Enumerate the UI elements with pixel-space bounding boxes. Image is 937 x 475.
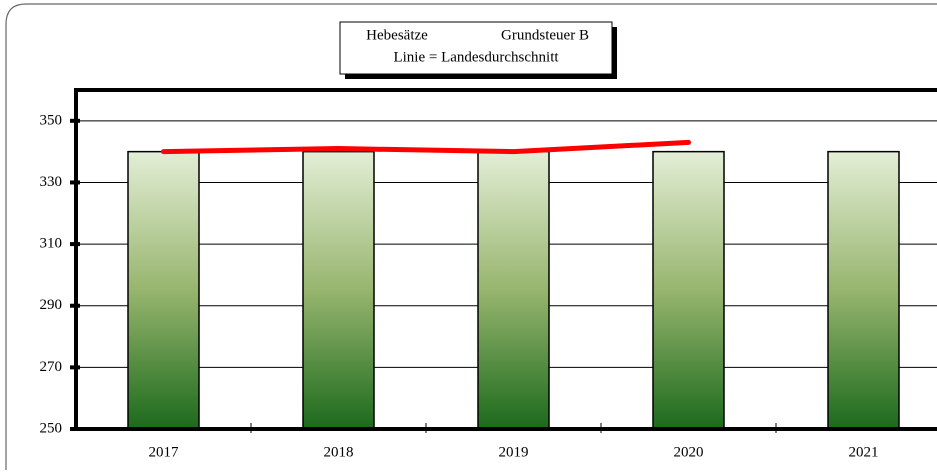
- x-tick-label: 2017: [149, 444, 180, 460]
- x-tick-label: 2018: [324, 444, 354, 460]
- y-tick-label: 290: [40, 297, 63, 313]
- chart-subtitle: Grundsteuer B: [501, 27, 589, 43]
- x-tick-label: 2019: [499, 444, 529, 460]
- y-tick-label: 350: [40, 112, 63, 128]
- line: [161, 139, 691, 155]
- bar: [827, 150, 900, 430]
- y-tick-label: 310: [40, 236, 63, 252]
- chart-title: Hebesätze: [366, 27, 428, 43]
- plot: [70, 88, 937, 433]
- bar: [302, 150, 375, 430]
- x-tick-label: 2020: [674, 444, 704, 460]
- bar: [652, 150, 725, 430]
- frame: [5, 3, 937, 470]
- x-tick-label: 2021: [849, 444, 879, 460]
- y-tick-label: 330: [40, 174, 63, 190]
- bar: [477, 150, 550, 430]
- annotation: Linie = Landesdurchschnitt: [393, 49, 559, 65]
- bar: [127, 150, 200, 430]
- y-tick-label: 270: [40, 359, 63, 375]
- title-box: [339, 21, 613, 75]
- y-tick-label: 250: [40, 420, 63, 436]
